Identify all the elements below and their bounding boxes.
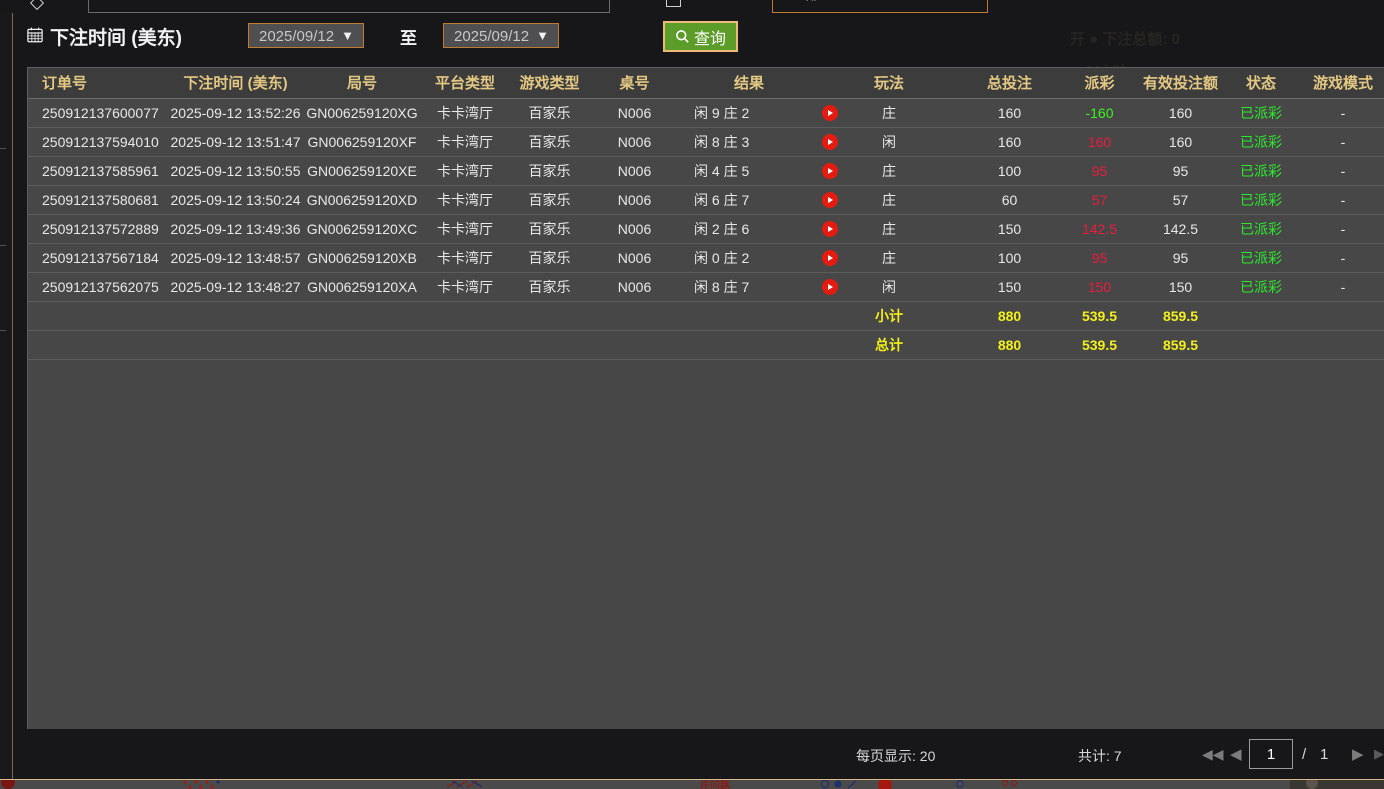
- svg-text:庄问路: 庄问路: [700, 780, 731, 789]
